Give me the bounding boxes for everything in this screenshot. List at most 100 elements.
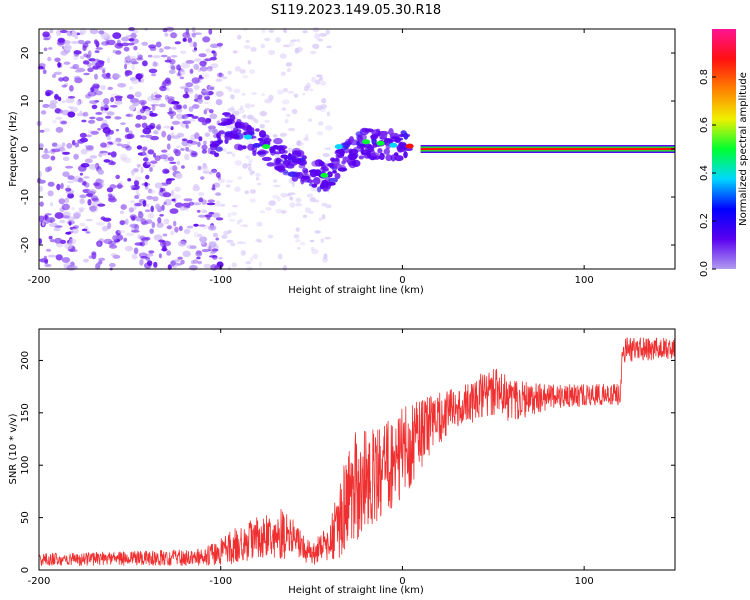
speckle	[66, 142, 73, 149]
speckle	[117, 43, 123, 47]
speckle	[101, 73, 108, 78]
speckle	[123, 237, 128, 242]
speckle	[250, 47, 257, 52]
speckle	[57, 62, 61, 68]
speckle	[132, 102, 139, 107]
speckle	[191, 115, 199, 119]
speckle	[191, 26, 196, 33]
speckle	[245, 261, 252, 265]
speckle	[62, 211, 71, 218]
speckle	[283, 87, 288, 93]
speckle	[147, 149, 155, 155]
x-tick-label: 0	[399, 275, 405, 286]
speckle	[132, 30, 139, 34]
speckle	[177, 104, 183, 110]
speckle	[318, 121, 324, 126]
speckle	[165, 87, 171, 92]
speckle	[134, 176, 142, 182]
speckle	[59, 239, 67, 244]
x-tick-label: 100	[575, 576, 594, 587]
ridge-blob	[252, 143, 262, 148]
speckle	[168, 110, 177, 117]
speckle	[88, 119, 96, 124]
speckle	[221, 76, 227, 80]
speckle	[158, 253, 162, 259]
speckle	[261, 28, 266, 34]
speckle	[52, 120, 57, 124]
x-tick-label: -100	[209, 275, 232, 286]
speckle	[286, 113, 291, 118]
speckle	[259, 110, 267, 117]
speckle	[186, 89, 194, 94]
speckle	[114, 100, 123, 105]
speckle	[154, 182, 163, 189]
speckle	[208, 241, 217, 248]
speckle	[106, 111, 115, 116]
speckle	[48, 103, 57, 109]
speckle	[208, 109, 214, 114]
speckle	[241, 241, 247, 245]
speckle	[170, 65, 176, 71]
speckle	[169, 208, 179, 214]
speckle	[77, 39, 85, 45]
speckle	[325, 125, 333, 131]
speckle	[83, 176, 90, 179]
speckle	[240, 105, 244, 110]
speckle	[180, 259, 185, 265]
ridge-blob	[236, 125, 246, 129]
speckle	[227, 87, 233, 92]
speckle	[131, 230, 140, 233]
speckle	[136, 163, 141, 168]
speckle	[100, 85, 106, 91]
speckle	[110, 96, 115, 103]
speckle	[176, 113, 184, 120]
speckle	[133, 180, 138, 186]
speckle	[181, 69, 185, 73]
speckle	[185, 91, 189, 98]
speckle	[121, 144, 131, 149]
speckle	[94, 50, 100, 53]
speckle	[70, 106, 79, 113]
speckle	[295, 239, 301, 243]
speckle	[106, 135, 112, 141]
speckle	[154, 94, 162, 99]
speckle	[150, 163, 156, 168]
speckle	[125, 114, 131, 117]
speckle	[73, 50, 82, 55]
speckle	[101, 101, 105, 108]
speckle	[163, 153, 170, 157]
speckle	[136, 52, 140, 56]
speckle	[107, 86, 113, 91]
speckle	[179, 50, 187, 54]
speckle	[302, 30, 308, 34]
speckle	[153, 234, 163, 241]
speckle	[96, 261, 101, 269]
y-tick-label: 100	[20, 456, 31, 475]
speckle	[185, 82, 194, 88]
speckle	[79, 132, 87, 138]
speckle	[60, 182, 64, 190]
speckle	[215, 200, 221, 207]
ridge-blob	[372, 143, 378, 148]
speckle	[197, 67, 202, 73]
speckle	[249, 69, 256, 75]
speckle	[61, 84, 67, 88]
ridge-blob	[385, 154, 393, 162]
y-tick-label: 50	[20, 511, 31, 524]
speckle	[43, 255, 48, 260]
speckle	[215, 171, 221, 178]
speckle	[314, 230, 321, 234]
ridge-blob	[370, 152, 380, 157]
speckle	[181, 114, 189, 120]
speckle	[67, 216, 75, 222]
speckle	[127, 42, 135, 46]
speckle	[176, 160, 181, 166]
speckle	[134, 28, 138, 34]
speckle	[274, 153, 280, 158]
ridge-blob	[342, 156, 349, 163]
speckle	[151, 73, 157, 77]
ridge-blob	[398, 141, 404, 150]
speckle	[190, 141, 198, 145]
speckle	[54, 93, 59, 100]
